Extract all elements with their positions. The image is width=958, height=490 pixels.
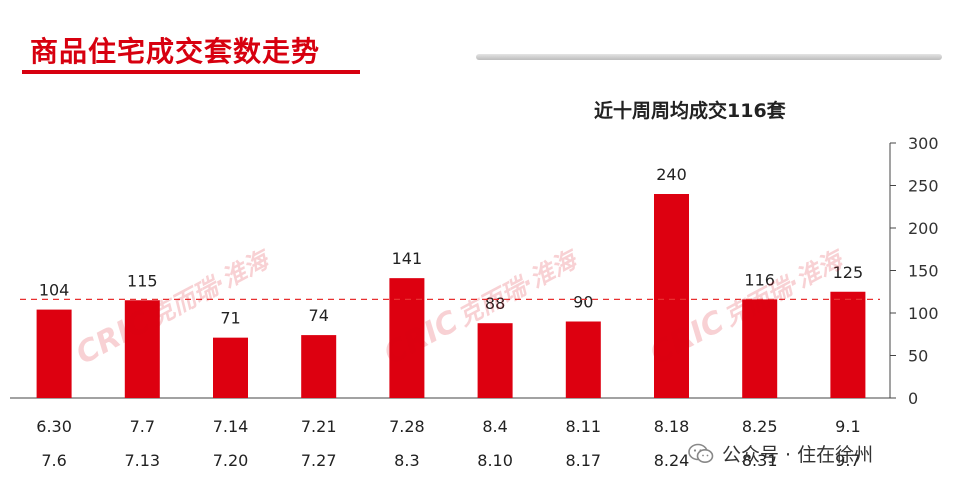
x-tick-label-end: 7.27 [301,451,337,470]
bar [830,291,866,398]
bar-value-label: 71 [220,309,240,328]
x-tick-label-end: 8.10 [477,451,513,470]
source-credit: 公众号 · 住在徐州 [688,440,873,467]
bar-value-label: 240 [656,165,687,184]
bar-value-label: 74 [309,306,329,325]
bar [654,194,689,398]
bar-value-label: 104 [39,281,70,300]
bar [477,323,513,398]
bar [389,278,425,398]
y-tick-label: 250 [908,177,939,196]
x-tick-label-start: 9.1 [835,417,860,436]
bar [36,309,72,398]
y-tick-label: 300 [908,134,939,153]
bar-value-label: 90 [573,293,593,312]
x-tick-label-start: 8.18 [654,417,690,436]
bar [213,337,248,398]
average-note: 近十周周均成交116套 [594,100,786,122]
x-tick-label-end: 8.31 [742,451,778,470]
title-underline [22,70,360,74]
y-tick-label: 100 [908,304,939,323]
x-tick-label-start: 6.30 [36,417,72,436]
chart-title: 商品住宅成交套数走势 [30,35,321,68]
x-tick-label-start: 7.7 [130,417,155,436]
x-tick-label-start: 8.4 [482,417,507,436]
x-tick-label-end: 7.13 [124,451,160,470]
x-tick-label-end: 7.20 [213,451,249,470]
bar [742,299,778,398]
bar [124,300,160,398]
x-tick-label-end: 9.7 [835,451,860,470]
y-tick-label: 150 [908,262,939,281]
x-tick-label-end: 8.24 [654,451,690,470]
y-tick-label: 200 [908,219,939,238]
wechat-icon [688,443,714,463]
bar-value-label: 115 [127,271,158,290]
title-divider-band [476,54,942,60]
y-tick-label: 0 [908,389,918,408]
x-tick-label-end: 8.17 [565,451,601,470]
x-tick-label-start: 7.28 [389,417,425,436]
bar-value-label: 141 [392,249,423,268]
x-tick-label-end: 7.6 [41,451,66,470]
y-tick-label: 50 [908,347,928,366]
x-tick-label-start: 7.21 [301,417,337,436]
x-tick-label-start: 7.14 [213,417,249,436]
bar [301,335,337,398]
source-label: 公众号 · 住在徐州 [722,444,874,466]
bar-value-label: 116 [744,270,775,289]
bar [565,321,601,398]
x-tick-label-start: 8.25 [742,417,778,436]
x-tick-label-start: 8.11 [565,417,601,436]
bar-value-label: 125 [833,263,864,282]
bar-value-label: 88 [485,294,505,313]
x-tick-label-end: 8.3 [394,451,419,470]
